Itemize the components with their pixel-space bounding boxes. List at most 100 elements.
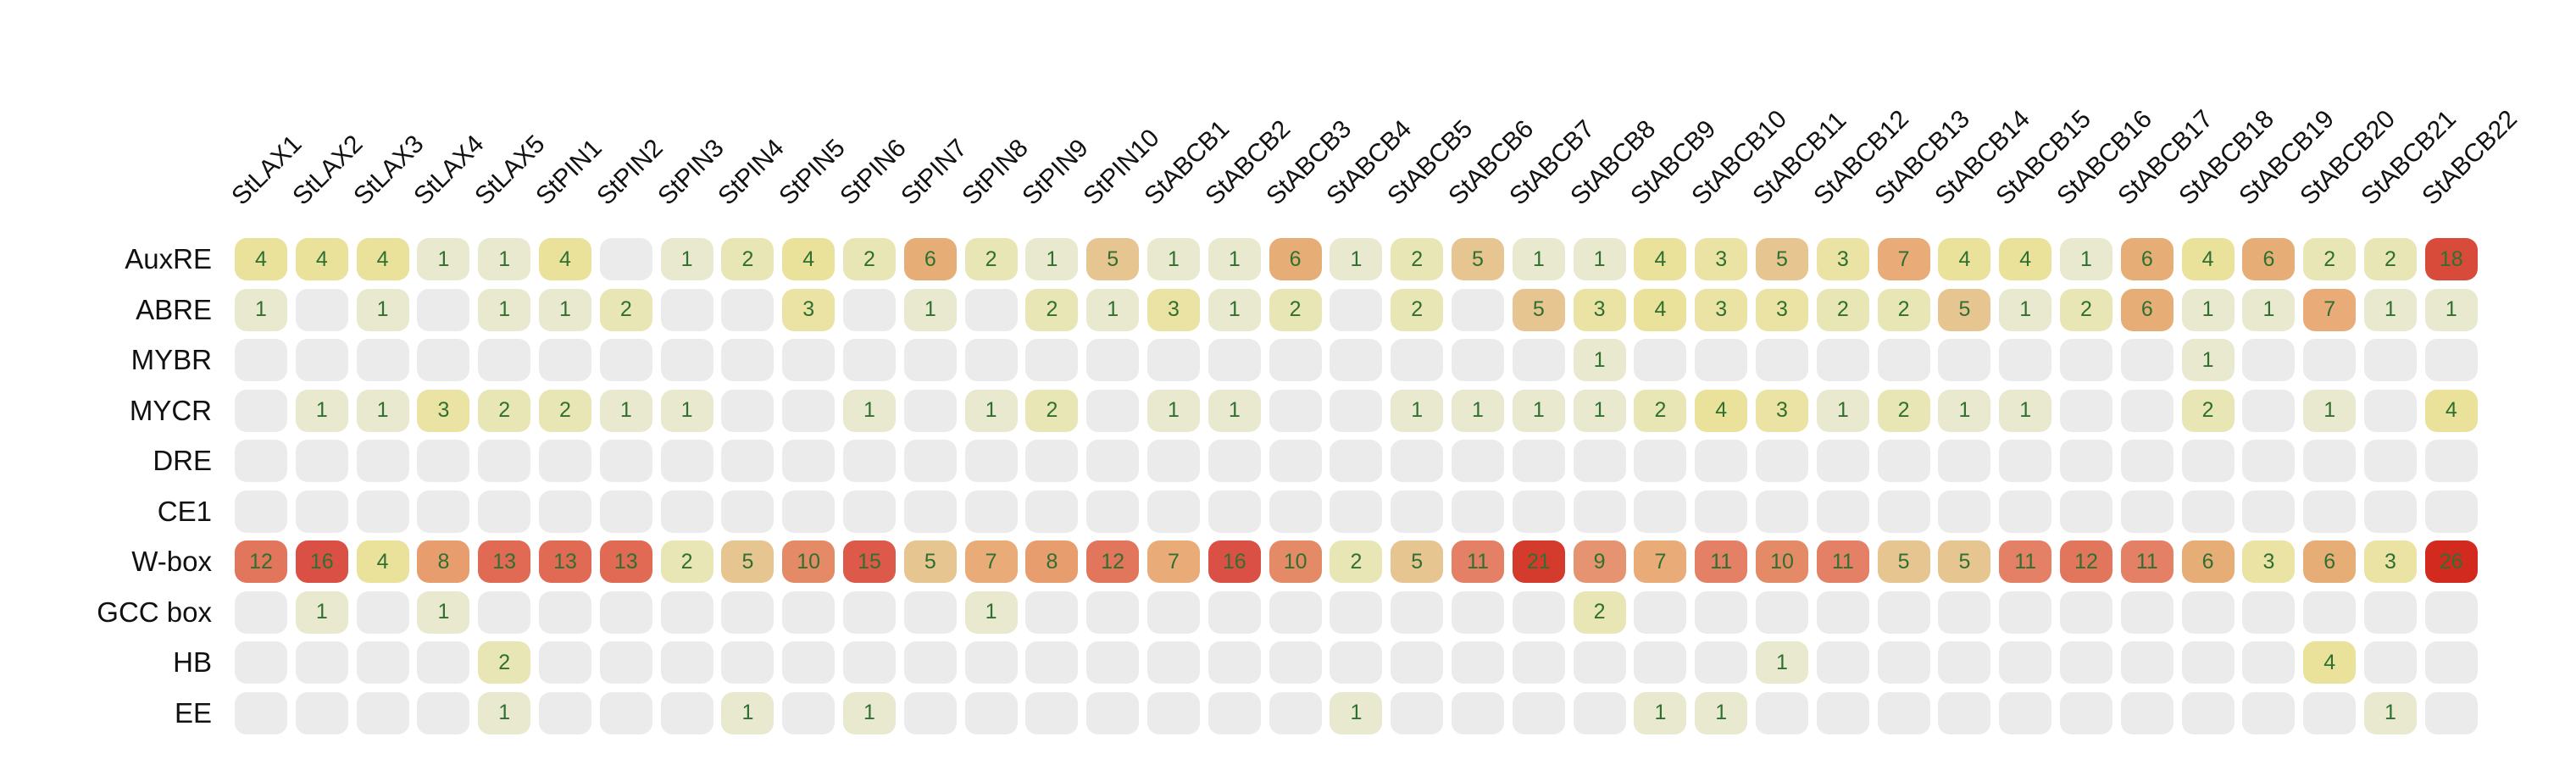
heatmap-cell-value: 16 xyxy=(309,549,334,574)
heatmap-cell xyxy=(964,339,1018,381)
heatmap-cell: 7 xyxy=(1634,540,1687,583)
heatmap-cell: 1 xyxy=(539,288,591,331)
heatmap-cell xyxy=(1634,590,1687,634)
heatmap-cell: 10 xyxy=(782,540,836,583)
heatmap-cell xyxy=(721,590,774,634)
heatmap-cell xyxy=(2364,490,2417,533)
heatmap-cell xyxy=(1452,691,1504,734)
heatmap-cell-value: 2 xyxy=(680,549,693,574)
heatmap-cell-value: 11 xyxy=(2014,549,2037,574)
heatmap-cell xyxy=(1999,641,2052,684)
heatmap-cell xyxy=(2242,339,2296,381)
heatmap-cell-value: 4 xyxy=(1654,247,1667,271)
heatmap-cell: 1 xyxy=(2242,288,2296,331)
heatmap-cell: 2 xyxy=(1025,288,1079,331)
heatmap-cell: 9 xyxy=(1573,540,1626,583)
heatmap-cell xyxy=(599,440,652,482)
heatmap-cell: 13 xyxy=(478,540,531,583)
heatmap-cell: 1 xyxy=(1208,288,1261,331)
heatmap-cell-value: 1 xyxy=(315,398,328,422)
heatmap-cell: 1 xyxy=(2181,339,2235,381)
heatmap-cell: 5 xyxy=(1877,540,1930,583)
heatmap-cell xyxy=(1086,490,1140,533)
heatmap-cell-value: 1 xyxy=(1046,247,1058,271)
heatmap-cell: 1 xyxy=(2424,288,2478,331)
heatmap-cell xyxy=(782,389,836,432)
heatmap-cell xyxy=(660,590,713,634)
heatmap-cell xyxy=(417,440,470,482)
heatmap-cell: 1 xyxy=(478,288,531,331)
heatmap-cell xyxy=(235,339,287,381)
heatmap-cell-value: 2 xyxy=(619,297,632,321)
heatmap-cell xyxy=(1269,339,1322,381)
heatmap-cell xyxy=(295,288,348,331)
heatmap-cell-value: 4 xyxy=(2445,398,2457,422)
heatmap-cell xyxy=(1999,440,2052,482)
heatmap-cell xyxy=(1025,490,1079,533)
heatmap-cell xyxy=(1452,339,1504,381)
heatmap-cell xyxy=(1695,590,1748,634)
heatmap-cell: 7 xyxy=(1147,540,1200,583)
heatmap-cell-value: 1 xyxy=(498,297,511,321)
heatmap-cell: 1 xyxy=(660,389,713,432)
heatmap-cell xyxy=(539,490,591,533)
heatmap-cell-value: 2 xyxy=(1411,297,1424,321)
heatmap-cell: 13 xyxy=(539,540,591,583)
heatmap-cell: 3 xyxy=(2242,540,2296,583)
heatmap-cell: 1 xyxy=(1330,238,1383,280)
heatmap-cell-value: 2 xyxy=(2323,247,2336,271)
heatmap-cell: 6 xyxy=(2242,238,2296,280)
heatmap-cell-value: 1 xyxy=(680,247,693,271)
heatmap-cell: 1 xyxy=(599,389,652,432)
heatmap-cell-value: 1 xyxy=(2019,297,2032,321)
heatmap-cell-value: 11 xyxy=(1710,549,1733,574)
heatmap-cell-value: 2 xyxy=(985,247,997,271)
heatmap-cell-value: 1 xyxy=(498,701,511,724)
heatmap-cell: 8 xyxy=(417,540,470,583)
heatmap-cell-value: 7 xyxy=(1654,549,1667,574)
heatmap-cell: 6 xyxy=(2120,288,2174,331)
row-label: EE xyxy=(174,696,212,729)
heatmap-cell-value: 3 xyxy=(437,398,450,422)
heatmap-cell xyxy=(721,440,774,482)
heatmap-cell: 1 xyxy=(721,691,774,734)
heatmap-cell: 4 xyxy=(1999,238,2052,280)
heatmap-cell: 11 xyxy=(1452,540,1504,583)
heatmap-cell: 3 xyxy=(1756,288,1808,331)
heatmap-cell xyxy=(2060,641,2112,684)
heatmap-cell xyxy=(2364,641,2417,684)
heatmap-cell: 4 xyxy=(539,238,591,280)
heatmap-cell xyxy=(356,490,409,533)
heatmap-cell: 15 xyxy=(843,540,896,583)
heatmap-cell xyxy=(1391,339,1444,381)
heatmap-cell: 5 xyxy=(721,540,774,583)
heatmap-cell: 13 xyxy=(599,540,652,583)
heatmap-cell xyxy=(843,490,896,533)
heatmap-cell: 1 xyxy=(1573,389,1626,432)
heatmap-cell xyxy=(356,641,409,684)
heatmap-cell-value: 4 xyxy=(1958,247,1971,271)
heatmap-cell xyxy=(1877,641,1930,684)
heatmap-cell-value: 11 xyxy=(1467,549,1489,574)
heatmap-cell: 1 xyxy=(1025,238,1079,280)
heatmap-cell xyxy=(721,288,774,331)
heatmap-cell: 5 xyxy=(903,540,957,583)
heatmap-cell xyxy=(843,440,896,482)
heatmap-cell xyxy=(2181,440,2235,482)
heatmap-cell xyxy=(1816,590,1869,634)
heatmap-cell-value: 5 xyxy=(1107,247,1119,271)
heatmap-cell xyxy=(1208,440,1261,482)
heatmap-cell-value: 6 xyxy=(2140,247,2153,271)
row-label: CE1 xyxy=(157,495,212,527)
heatmap-cell: 1 xyxy=(295,590,348,634)
heatmap-cell-value: 1 xyxy=(1715,701,1728,724)
heatmap-cell: 3 xyxy=(782,288,836,331)
heatmap-cell xyxy=(235,490,287,533)
heatmap-cell xyxy=(2242,590,2296,634)
heatmap-cell-value: 5 xyxy=(1776,247,1788,271)
heatmap-cell: 4 xyxy=(782,238,836,280)
heatmap-cell xyxy=(1877,339,1930,381)
heatmap-cell: 1 xyxy=(903,288,957,331)
heatmap-cell-value: 1 xyxy=(1532,398,1545,422)
heatmap-cell: 7 xyxy=(1877,238,1930,280)
